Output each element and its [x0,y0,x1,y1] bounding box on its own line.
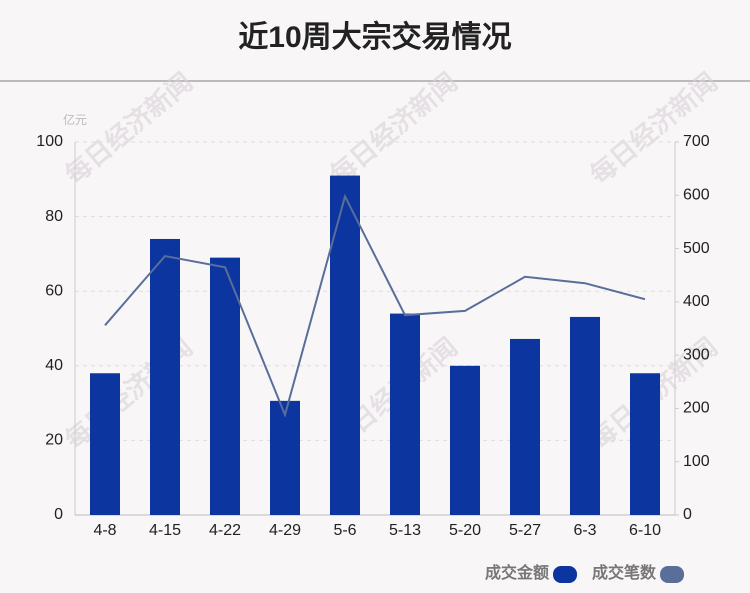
y-tick-label: 0 [54,506,63,523]
x-tick-label: 4-15 [149,522,181,539]
legend-label: 成交笔数 [592,563,657,582]
y2-tick-label: 500 [683,240,710,257]
y2-tick-label: 0 [683,506,692,523]
y2-tick-label: 300 [683,346,710,363]
y-tick-label: 80 [45,208,63,225]
x-tick-label: 5-27 [509,522,541,539]
bar [390,313,420,515]
x-tick-label: 5-20 [449,522,481,539]
x-tick-label: 4-22 [209,522,241,539]
y-tick-label: 20 [45,432,63,449]
bar [630,373,660,515]
bar [210,257,240,515]
x-tick-label: 4-8 [93,522,116,539]
line [104,193,646,418]
bar [90,373,120,515]
x-tick-label: 5-6 [333,522,356,539]
watermark: 每日经济新闻 [59,67,198,190]
chart-title: 近10周大宗交易情况 [238,20,511,54]
y2-tick-label: 700 [683,133,710,150]
bar [510,338,540,515]
bar [150,238,180,516]
x-tick-label: 6-3 [573,522,596,539]
x-tick-label: 6-10 [629,522,661,539]
bar [270,400,300,515]
y-tick-label: 100 [36,133,63,150]
y2-tick-label: 100 [683,453,710,470]
y2-tick-label: 600 [683,187,710,204]
watermark: 每日经济新闻 [324,67,463,190]
y-tick-label: 60 [45,282,63,299]
y-unit: 亿元 [63,112,87,127]
watermark: 每日经济新闻 [584,67,723,190]
bar [450,365,480,515]
bar [570,316,600,515]
legend-label: 成交金额 [485,563,549,582]
y2-tick-label: 200 [683,400,710,417]
bar [330,175,360,515]
x-tick-label: 5-13 [389,522,421,539]
legend-swatch [660,566,685,583]
x-tick-label: 4-29 [269,522,301,539]
legend-swatch [553,566,578,583]
y2-tick-label: 400 [683,293,710,310]
y-tick-label: 40 [45,357,63,374]
